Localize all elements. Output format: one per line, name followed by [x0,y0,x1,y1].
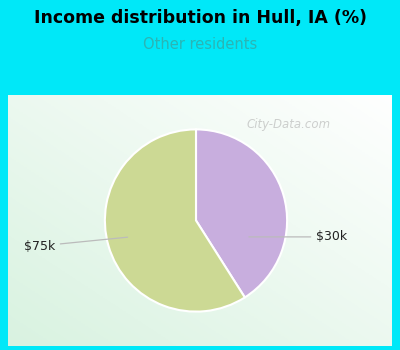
Text: Other residents: Other residents [143,37,257,52]
Text: City-Data.com: City-Data.com [246,118,330,131]
Text: $75k: $75k [24,237,128,252]
Wedge shape [196,130,287,298]
Wedge shape [105,130,245,312]
Text: $30k: $30k [249,230,347,243]
Text: Income distribution in Hull, IA (%): Income distribution in Hull, IA (%) [34,9,366,27]
